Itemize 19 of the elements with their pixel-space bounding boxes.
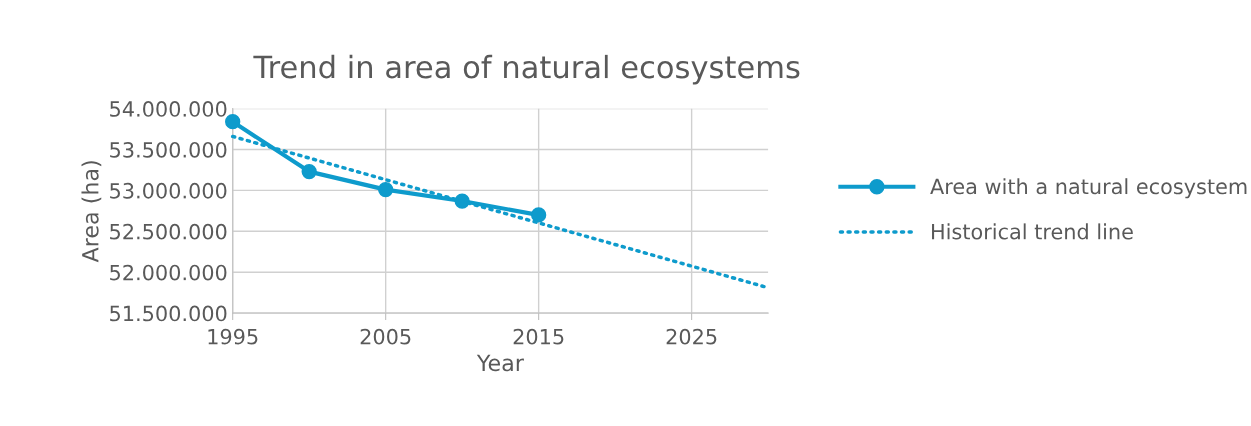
chart-title: Trend in area of natural ecosystems bbox=[253, 54, 800, 85]
x-tick-label: 2005 bbox=[360, 328, 411, 345]
y-axis-title: Area (ha) bbox=[81, 161, 102, 263]
point bbox=[301, 163, 317, 180]
y-tick-label: 51.500.000 bbox=[110, 305, 227, 322]
y-tick-label: 53.500.000 bbox=[110, 141, 227, 158]
y-tick-label: 52.500.000 bbox=[110, 223, 227, 240]
x-tick-label: 1995 bbox=[208, 328, 258, 345]
x-axis-title: Year bbox=[476, 354, 524, 372]
legend-label: Area with a natural ecosystem bbox=[930, 178, 1247, 199]
x-tick-label: 2025 bbox=[666, 328, 717, 345]
point bbox=[531, 207, 547, 223]
y-tick-label: 52.000.000 bbox=[110, 264, 227, 281]
legend-label: Historical trend line bbox=[932, 223, 1133, 240]
y-tick-label: 54.000.000 bbox=[110, 101, 227, 117]
x-tick-label: 2015 bbox=[513, 328, 564, 345]
y-tick-label: 53.000.000 bbox=[110, 182, 227, 199]
point bbox=[378, 181, 394, 198]
point bbox=[225, 114, 241, 130]
